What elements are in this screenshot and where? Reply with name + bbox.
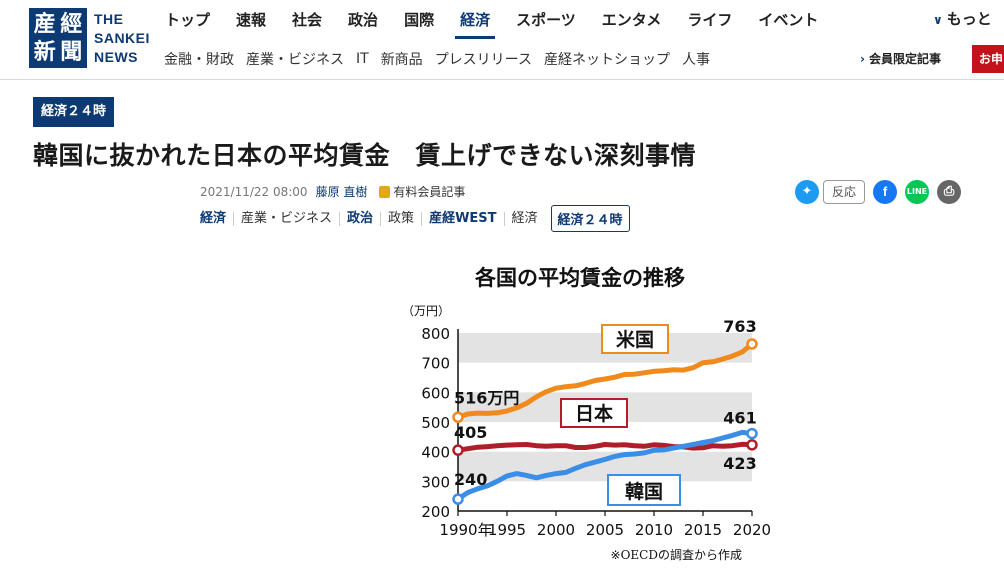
- facebook-icon[interactable]: f: [873, 180, 898, 204]
- logo-word: SANKEI: [94, 30, 150, 46]
- y-tick-label: 300: [421, 473, 450, 491]
- y-tick-label: 800: [421, 325, 450, 343]
- y-tick-label: 500: [421, 414, 450, 432]
- logo-char: 産: [33, 11, 56, 37]
- article-tags: 経済 産業・ビジネス 政治 政策 産経WEST 経済 経済２４時: [200, 205, 630, 232]
- subnav-item-netshop[interactable]: 産経ネットショップ: [544, 52, 670, 68]
- x-tick-label: 2015: [684, 521, 722, 539]
- logo-char: 新: [33, 38, 56, 65]
- x-tick-label: 1990年: [439, 521, 492, 539]
- y-tick-label: 200: [421, 503, 450, 521]
- series-name-box: [601, 324, 669, 354]
- tag-economy[interactable]: 経済: [200, 210, 227, 226]
- series-badge[interactable]: 経済２４時: [33, 97, 115, 127]
- x-tick-label: 2005: [586, 521, 624, 539]
- reaction-button[interactable]: 反応: [823, 180, 866, 204]
- subnav-item-personnel[interactable]: 人事: [682, 52, 710, 68]
- series-line: [455, 441, 755, 453]
- series-name-box: [607, 474, 681, 506]
- nav-item-sports[interactable]: スポーツ: [516, 11, 576, 29]
- x-tick-label: 1995: [488, 521, 526, 539]
- chevron-down-icon: ∨: [933, 13, 943, 27]
- x-tick-label: 2000: [537, 521, 575, 539]
- line-icon[interactable]: LINE: [905, 180, 930, 204]
- data-point-end: [746, 439, 758, 451]
- nav-item-society[interactable]: 社会: [292, 11, 323, 29]
- sub-nav: 金融・財政 産業・ビジネス IT 新商品 プレスリリース 産経ネットショップ 人…: [158, 44, 716, 74]
- apply-button[interactable]: お申: [972, 45, 1004, 73]
- chart-svg: 各国の平均賃金の推移 （万円） 200 300 400 500 600 700 800 1990年…: [402, 266, 771, 562]
- nav-item-top[interactable]: トップ: [165, 11, 211, 29]
- tag-policy[interactable]: 政策: [380, 211, 421, 226]
- main-nav: トップ 速報 社会 政治 国際 経済 スポーツ エンタメ ライフ イベント: [152, 0, 831, 40]
- series-name-label: 米国: [616, 328, 654, 351]
- nav-more-label: もっと: [946, 10, 992, 28]
- series-line: [455, 341, 755, 420]
- tag-politics[interactable]: 政治: [339, 211, 380, 226]
- data-point-start: [452, 411, 464, 424]
- print-icon[interactable]: ⎙: [937, 180, 962, 204]
- y-tick-label: 600: [421, 384, 450, 402]
- nav-item-international[interactable]: 国際: [404, 11, 435, 29]
- x-tick-label: 2020: [733, 521, 771, 539]
- article-meta: 2021/11/22 08:00 藤原 直樹 有料会員記事: [200, 183, 465, 200]
- nav-item-events[interactable]: イベント: [758, 11, 819, 29]
- subnav-item-it[interactable]: IT: [356, 51, 369, 67]
- logo-char: 經: [60, 11, 83, 37]
- share-bar: ✦ 反応 f LINE ⎙: [795, 180, 969, 204]
- subnav-item-business[interactable]: 産業・ビジネス: [246, 52, 344, 68]
- twitter-icon[interactable]: ✦: [795, 180, 819, 204]
- logo-wordmark[interactable]: THE SANKEI NEWS: [94, 10, 150, 67]
- nav-item-breaking[interactable]: 速報: [236, 11, 267, 29]
- member-articles-label: 会員限定記事: [868, 52, 941, 66]
- wage-chart: 各国の平均賃金の推移 （万円） 200 300 400 500 600 700 800 1990年…: [380, 255, 780, 573]
- subnav-item-new-products[interactable]: 新商品: [380, 52, 423, 68]
- data-point-end: [746, 427, 758, 440]
- chart-title: 各国の平均賃金の推移: [474, 266, 685, 290]
- subnav-item-press-release[interactable]: プレスリリース: [434, 52, 532, 68]
- lock-icon: [379, 185, 391, 198]
- chevron-right-icon: ›: [860, 52, 865, 66]
- nav-item-economy[interactable]: 経済: [447, 1, 503, 39]
- series-name-label: 日本: [575, 402, 613, 425]
- paid-member-label: 有料会員記事: [393, 185, 466, 199]
- y-axis-unit: （万円）: [402, 304, 450, 318]
- data-label-end: 763: [723, 317, 756, 336]
- data-label-end: 461: [723, 409, 756, 428]
- tag-economy-2[interactable]: 経済: [503, 211, 545, 226]
- subnav-item-finance[interactable]: 金融・財政: [164, 52, 234, 68]
- y-tick-label: 400: [421, 444, 450, 462]
- data-point-start: [452, 493, 464, 505]
- site-header: 産 經 新 聞 THE SANKEI NEWS トップ 速報 社会 政治 国際 …: [0, 0, 1004, 80]
- series-name-label: 韓国: [625, 480, 663, 503]
- nav-item-entertainment[interactable]: エンタメ: [601, 11, 662, 29]
- data-point-start: [452, 444, 464, 456]
- x-tick-label: 2010: [635, 521, 673, 539]
- article-title: 韓国に抜かれた日本の平均賃金 賃上げできない深刻事情: [33, 141, 697, 170]
- publish-date: 2021/11/22 08:00: [200, 184, 308, 199]
- nav-item-politics[interactable]: 政治: [348, 11, 379, 29]
- member-articles-link[interactable]: › 会員限定記事: [860, 50, 941, 67]
- data-point-end: [746, 338, 758, 350]
- logo-word: NEWS: [94, 49, 138, 65]
- series-name-box: [560, 398, 628, 428]
- data-label-start: 516万円: [454, 388, 519, 407]
- data-label-start: 240: [454, 470, 487, 489]
- tag-series[interactable]: 経済２４時: [550, 205, 630, 232]
- tag-business[interactable]: 産業・ビジネス: [233, 211, 339, 226]
- y-tick-label: 700: [421, 355, 450, 373]
- data-label-start: 405: [454, 423, 487, 442]
- nav-item-life[interactable]: ライフ: [687, 11, 733, 29]
- source-note: ※OECDの調査から作成: [611, 548, 742, 562]
- author-link[interactable]: 藤原 直樹: [315, 185, 368, 199]
- nav-more-button[interactable]: ∨ もっと: [933, 0, 992, 38]
- tag-sankei-west[interactable]: 産経WEST: [421, 211, 503, 226]
- logo-char: 聞: [60, 38, 83, 65]
- data-label-end: 423: [723, 454, 756, 473]
- logo-word: THE: [94, 11, 124, 27]
- series-line: [455, 429, 755, 502]
- sankei-logo[interactable]: 産 經 新 聞: [29, 8, 87, 68]
